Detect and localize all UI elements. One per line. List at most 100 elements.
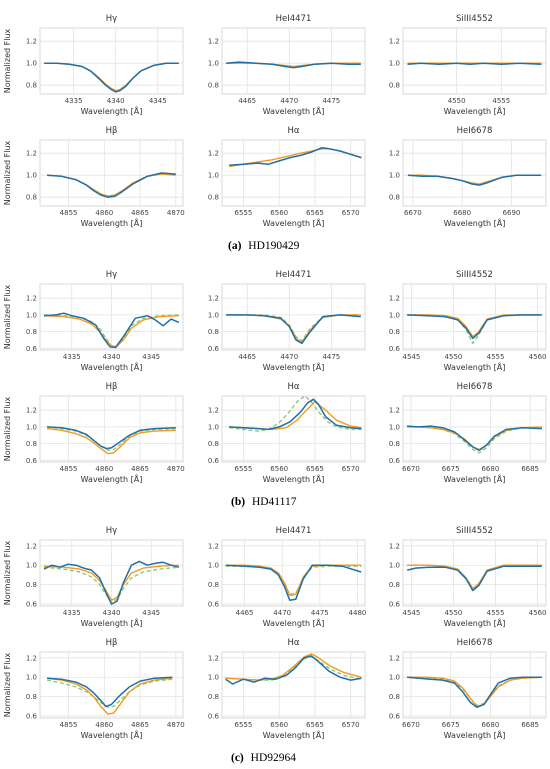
x-tick-label: 4560 [529,353,547,361]
y-tick-label: 1.0 [389,60,400,68]
alt-model-spectrum-line [407,426,543,454]
y-tick-label: 0.8 [208,328,219,336]
x-tick-label: 4555 [492,97,510,105]
y-tick-label: 0.6 [26,601,38,609]
observed-spectrum-line [407,314,542,340]
observed-spectrum-line [225,655,362,685]
x-tick-label: 4335 [63,353,81,361]
y-axis-label: Normalized Flux [3,28,12,93]
y-tick-label: 0.8 [389,693,400,701]
panel-grid: 4335 4340 4345 0.8 1.0 1.2 Hγ Wavelength [Å] Nor… [3,14,547,740]
x-tick-label: 4470 [280,97,298,105]
model-spectrum-line [225,653,362,681]
x-tick-label: 6675 [442,465,460,473]
panel-title: Hγ [106,14,117,24]
x-axis-label: Wavelength [Å] [263,217,325,228]
x-axis-label: Wavelength [Å] [444,617,506,628]
y-axis-label: Normalized Flux [3,284,12,349]
x-tick-label: 6680 [481,465,499,473]
caption-b-label: (b) [231,496,245,508]
panel-title: Hα [288,126,300,136]
y-tick-label: 0.8 [389,328,400,336]
y-tick-label: 1.2 [26,295,37,303]
panel-title: Hγ [106,270,117,280]
y-axis-label: Normalized Flux [3,140,12,205]
observed-spectrum-line [226,314,361,345]
y-tick-label: 1.0 [208,172,219,180]
y-tick-label: 0.8 [26,693,37,701]
y-tick-label: 1.2 [26,542,37,550]
y-tick-label: 1.0 [26,311,37,319]
panel-a-hb: 4855 4860 4865 4870 0.8 1.0 1.2 Hβ Wavelength [Å… [3,126,185,228]
panel-b-ha: 6555 6560 6565 6570 0.6 0.8 1.0 1.2 Hα Wavelength… [208,382,366,484]
y-tick-label: 0.6 [389,713,401,721]
y-tick-label: 0.8 [26,440,37,448]
observed-spectrum-line [47,172,176,198]
y-tick-label: 1.0 [26,60,37,68]
panel-title: Hβ [106,382,118,392]
x-tick-label: 4870 [167,209,185,217]
x-tick-label: 6680 [453,209,471,217]
panel-c-si4552: 4545 4550 4555 4560 0.6 0.8 1.0 1.2 SiIII4552 Wav… [389,526,547,628]
x-tick-label: 4340 [103,353,121,361]
x-tick-label: 4470 [280,353,298,361]
x-tick-label: 4345 [142,353,160,361]
plot-area [402,395,547,463]
x-axis-label: Wavelength [Å] [81,361,143,372]
plot-area [402,651,547,719]
y-tick-label: 0.6 [26,713,38,721]
y-tick-label: 1.2 [208,38,219,46]
x-tick-label: 4340 [107,97,125,105]
x-tick-label: 6685 [521,465,539,473]
x-tick-label: 6670 [402,721,420,729]
panel-title: Hβ [106,126,118,136]
x-tick-label: 4860 [95,209,113,217]
y-tick-label: 0.6 [26,457,38,465]
observed-spectrum-line [43,560,180,605]
x-axis-label: Wavelength [Å] [444,361,506,372]
x-tick-label: 4335 [63,609,81,617]
observed-spectrum-line [407,174,542,186]
x-tick-label: 4345 [149,97,167,105]
plot-area [221,27,366,95]
panel-c-ha: 6555 6560 6565 6570 0.6 0.8 1.0 1.2 Hα Wavelength… [208,638,366,740]
panel-c-he4471: 4465 4470 4475 4480 0.6 0.8 1.0 1.2 HeI4471 Wavel… [208,526,367,628]
y-tick-label: 0.8 [208,440,219,448]
x-axis-label: Wavelength [Å] [263,361,325,372]
x-tick-label: 4475 [311,609,329,617]
model-spectrum-line [407,564,542,590]
observed-spectrum-line [47,426,176,450]
y-tick-label: 0.8 [26,82,37,90]
y-tick-label: 0.6 [389,457,401,465]
panel-title: Hα [288,638,300,648]
x-tick-label: 4855 [60,209,78,217]
plot-area [402,139,547,207]
caption-a: (a) HD190429 [228,240,300,252]
x-axis-label: Wavelength [Å] [263,617,325,628]
y-tick-label: 0.6 [208,713,220,721]
panel-a-si4552: 4550 4555 0.8 1.0 1.2 SiIII4552 Wavelength [Å] [389,14,547,116]
y-tick-label: 0.8 [208,194,219,202]
panel-title: HeI6678 [457,382,493,392]
x-tick-label: 4545 [402,609,420,617]
y-tick-label: 1.0 [26,423,37,431]
observed-spectrum-line [229,398,362,431]
panel-b-hb: 4855 4860 4865 4870 0.6 0.8 1.0 1.2 Hβ Wavelength… [3,382,185,484]
caption-c-label: (c) [231,752,244,764]
panel-title: SiIII4552 [456,270,493,280]
x-tick-label: 4560 [529,609,547,617]
y-tick-label: 1.2 [389,654,400,662]
observed-spectrum-line [226,61,361,69]
y-tick-label: 1.0 [389,172,400,180]
x-tick-label: 4555 [487,609,505,617]
plot-area [221,651,366,719]
x-axis-label: Wavelength [Å] [444,473,506,484]
x-tick-label: 4555 [487,353,505,361]
y-tick-label: 1.2 [389,38,400,46]
panel-title: HeI4471 [276,14,312,24]
panel-a-he4471: 4465 4470 4475 0.8 1.0 1.2 HeI4471 Wavelength [… [208,14,366,116]
x-tick-label: 6560 [270,465,288,473]
x-tick-label: 4475 [322,353,340,361]
x-tick-label: 4550 [445,353,463,361]
y-tick-label: 1.0 [26,674,37,682]
